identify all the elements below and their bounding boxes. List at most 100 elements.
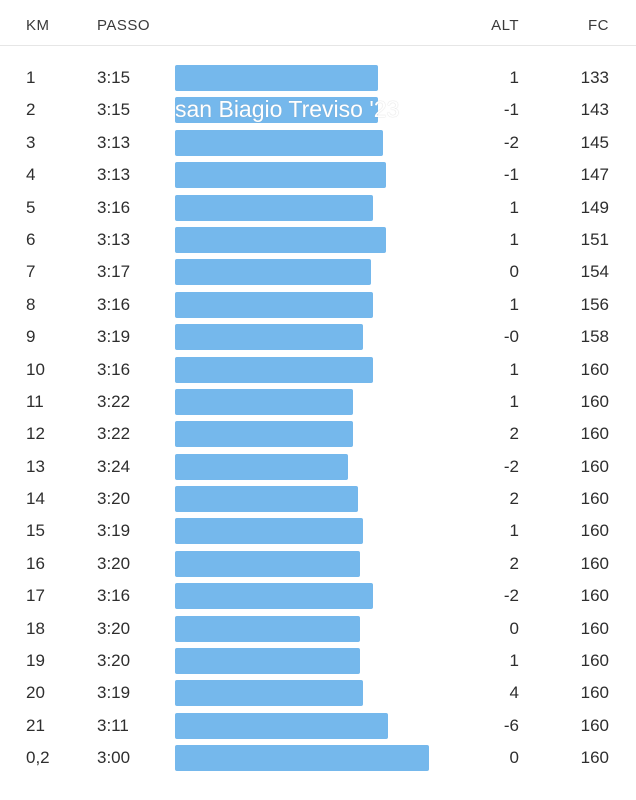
split-row[interactable]: 20 3:19 4 160 [0,677,636,709]
split-hr: 147 [580,165,609,185]
split-row[interactable]: 21 3:11 -6 160 [0,710,636,742]
column-header-alt: ALT [491,17,519,34]
pace-bar [175,648,360,675]
split-row[interactable]: 9 3:19 -0 158 [0,321,636,353]
split-pace: 3:13 [97,229,131,249]
pace-bar [175,129,383,156]
pace-bar [175,162,386,189]
splits-list[interactable]: 1 3:15 1 133 2 3:15 -1 143 3 3:13 -2 145 4 3:13 -1 147 5… [0,62,636,775]
split-km: 20 [26,683,45,703]
split-hr: 160 [580,553,609,573]
split-pace: 3:16 [97,197,131,217]
split-row[interactable]: 3 3:13 -2 145 [0,127,636,159]
split-km: 10 [26,359,45,379]
split-pace: 3:20 [97,618,131,638]
pace-bar [175,194,373,221]
split-alt: -2 [503,132,519,152]
pace-bar [175,421,353,448]
split-alt: 0 [509,262,519,282]
split-hr: 160 [580,715,609,735]
split-km: 16 [26,553,45,573]
split-km: 19 [26,651,45,671]
split-alt: 0 [509,618,519,638]
split-row[interactable]: 6 3:13 1 151 [0,224,636,256]
pace-bar [175,712,388,739]
split-row[interactable]: 13 3:24 -2 160 [0,451,636,483]
split-pace: 3:11 [97,715,129,735]
split-pace: 3:13 [97,132,131,152]
split-hr: 156 [580,294,609,314]
split-km: 4 [26,165,36,185]
split-row[interactable]: 7 3:17 0 154 [0,256,636,288]
split-hr: 154 [580,262,609,282]
split-pace: 3:22 [97,424,131,444]
split-alt: 2 [509,424,519,444]
split-pace: 3:20 [97,489,131,509]
split-alt: -1 [503,100,519,120]
split-pace: 3:22 [97,391,131,411]
split-row[interactable]: 12 3:22 2 160 [0,418,636,450]
split-km: 5 [26,197,36,217]
split-hr: 151 [580,229,609,249]
split-km: 7 [26,262,36,282]
split-row[interactable]: 8 3:16 1 156 [0,289,636,321]
pace-bar [175,388,353,415]
split-hr: 160 [580,359,609,379]
split-km: 12 [26,424,45,444]
split-row[interactable]: 11 3:22 1 160 [0,386,636,418]
split-km: 9 [26,327,36,347]
pace-bar [175,486,358,513]
split-km: 18 [26,618,45,638]
pace-bar [175,550,360,577]
split-row[interactable]: 18 3:20 0 160 [0,613,636,645]
split-row[interactable]: 1 3:15 1 133 [0,62,636,94]
splits-header: KM PASSO ALT FC [0,0,636,46]
split-hr: 160 [580,489,609,509]
pace-bar [175,291,373,318]
pace-bar [175,226,386,253]
split-row[interactable]: 14 3:20 2 160 [0,483,636,515]
split-km: 17 [26,586,45,606]
split-km: 21 [26,715,45,735]
split-row[interactable]: 16 3:20 2 160 [0,548,636,580]
split-pace: 3:16 [97,294,131,314]
split-km: 14 [26,489,45,509]
split-km: 8 [26,294,36,314]
pace-bar [175,453,348,480]
split-alt: 4 [509,683,519,703]
split-row[interactable]: 17 3:16 -2 160 [0,580,636,612]
split-pace: 3:20 [97,553,131,573]
split-hr: 160 [580,456,609,476]
split-alt: 1 [509,68,519,87]
pace-bar [175,583,373,610]
split-pace: 3:19 [97,683,131,703]
split-pace: 3:17 [97,262,131,282]
split-alt: 1 [509,229,519,249]
split-alt: 1 [509,197,519,217]
split-km: 1 [26,68,36,87]
split-pace: 3:19 [97,327,131,347]
split-row[interactable]: 19 3:20 1 160 [0,645,636,677]
split-alt: -1 [503,165,519,185]
split-alt: -0 [503,327,519,347]
split-hr: 145 [580,132,609,152]
split-row[interactable]: 0,2 3:00 0 160 [0,742,636,774]
split-alt: 1 [509,391,519,411]
split-pace: 3:15 [97,68,131,87]
split-hr: 160 [580,424,609,444]
pace-bar [175,65,378,91]
split-alt: -6 [503,715,519,735]
split-row[interactable]: 4 3:13 -1 147 [0,159,636,191]
split-km: 15 [26,521,45,541]
split-alt: 1 [509,294,519,314]
split-row[interactable]: 5 3:16 1 149 [0,192,636,224]
split-alt: -2 [503,456,519,476]
split-km: 13 [26,456,45,476]
split-alt: 2 [509,553,519,573]
split-km: 2 [26,100,36,120]
split-alt: 0 [509,748,519,768]
split-row[interactable]: 15 3:19 1 160 [0,515,636,547]
split-row[interactable]: 2 3:15 -1 143 [0,94,636,126]
split-row[interactable]: 10 3:16 1 160 [0,354,636,386]
split-hr: 160 [580,683,609,703]
